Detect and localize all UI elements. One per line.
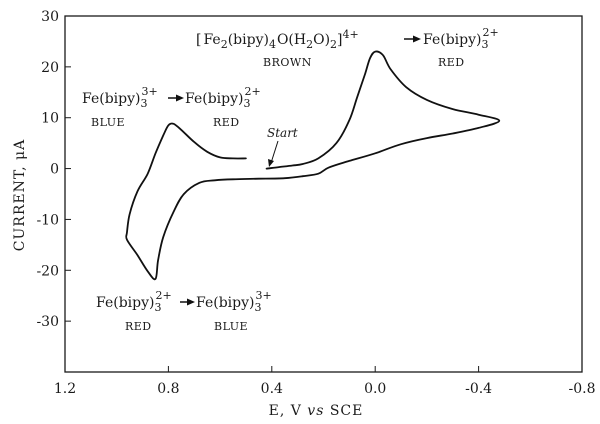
annotation-fe-bipy-3plus-left: Fe(bipy)33+ (82, 85, 158, 110)
arrow-top-right-head (413, 35, 421, 43)
color-label-brown: BROWN (263, 56, 312, 69)
annotation-fe-bipy-3plus-bottom: Fe(bipy)33+ (196, 289, 272, 314)
annotation-fe-bipy-2plus-bottom: Fe(bipy)32+ (96, 289, 172, 314)
x-axis-title-vs: vs (307, 403, 324, 419)
x-tick-label: -0.4 (465, 381, 492, 397)
color-label-red-bottom: RED (125, 320, 152, 333)
y-tick-label: 30 (41, 9, 59, 25)
voltammogram-curve (125, 50, 501, 281)
start-arrow-head (268, 159, 274, 167)
x-tick-label: -0.8 (569, 381, 596, 397)
x-tick-label: 0.4 (261, 381, 283, 397)
start-label: Start (267, 126, 298, 140)
x-axis-title-part3: SCE (324, 403, 363, 419)
x-axis-ticks: 1.2 0.8 0.4 0.0 -0.4 -0.8 (54, 366, 596, 397)
arrow-left-middle-head (176, 94, 184, 102)
annotation-oxo-dimer-formula: [Fe2(bipy)4O(H2O)2]4+ (196, 28, 359, 51)
y-tick-label: -20 (36, 263, 59, 279)
y-tick-label: -30 (36, 314, 59, 330)
annotation-fe-bipy-2plus-top: Fe(bipy)32+ (423, 26, 499, 51)
y-tick-label: 0 (50, 162, 59, 178)
plot-frame (64, 15, 583, 373)
y-tick-label: 20 (41, 60, 59, 76)
color-label-red-top: RED (438, 56, 465, 69)
x-tick-label: 1.2 (54, 381, 76, 397)
y-axis-ticks: 30 20 10 0 -10 -20 -30 (36, 9, 71, 330)
x-axis-title-part1: E, V (269, 403, 308, 419)
x-axis-title: E, V vs SCE (269, 403, 364, 419)
annotation-fe-bipy-2plus-left: Fe(bipy)32+ (185, 85, 261, 110)
y-tick-label: 10 (41, 111, 59, 127)
start-arrow-line (270, 140, 279, 164)
x-tick-label: 0.8 (157, 381, 179, 397)
arrow-bottom-head (187, 298, 195, 306)
y-axis-title: CURRENT, μA (12, 139, 28, 251)
color-label-red-left: RED (213, 116, 240, 129)
y-tick-label: -10 (36, 212, 59, 228)
x-tick-label: 0.0 (364, 381, 386, 397)
color-label-blue-left: BLUE (91, 116, 125, 129)
color-label-blue-bottom: BLUE (214, 320, 248, 333)
